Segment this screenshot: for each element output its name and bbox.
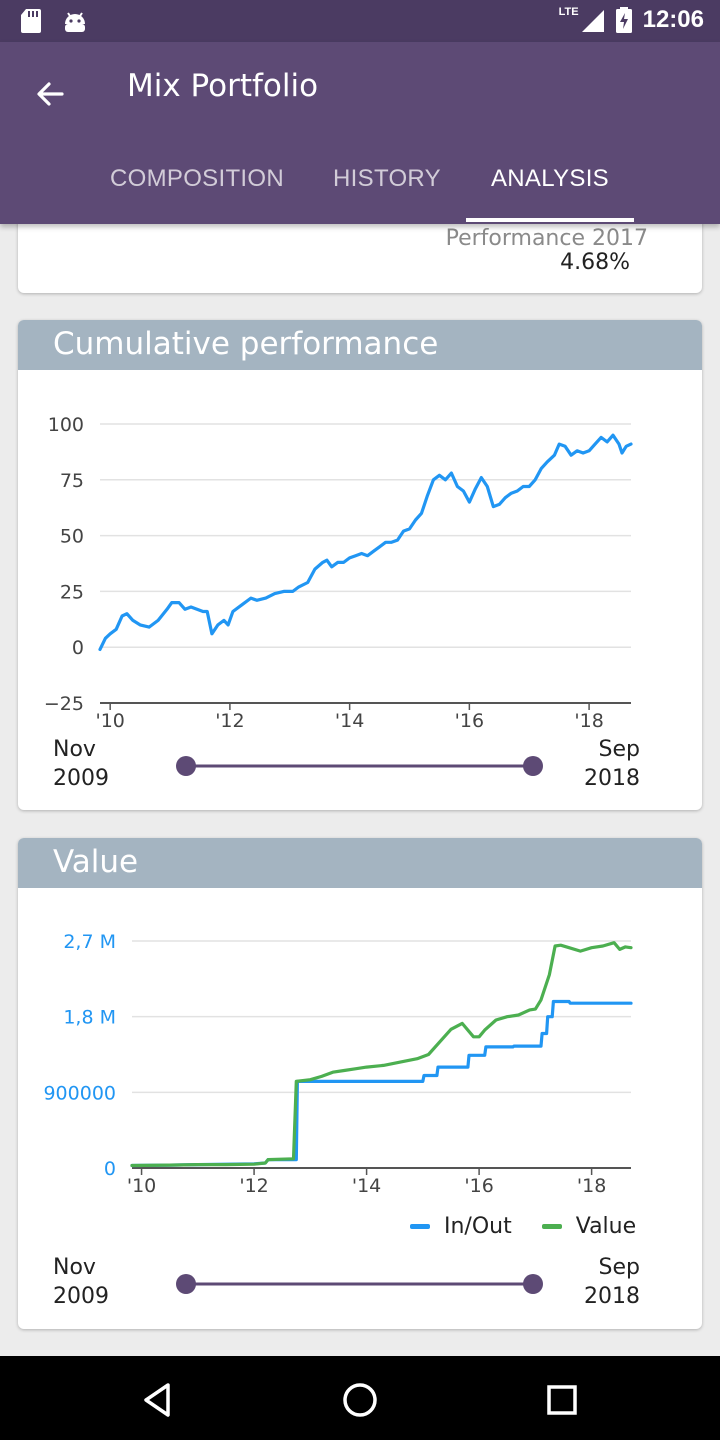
range-start-label: Nov 2009 bbox=[53, 1253, 109, 1311]
back-button[interactable] bbox=[28, 72, 72, 116]
range-start-month: Nov bbox=[53, 737, 96, 762]
x-tick-label: '14 bbox=[352, 1175, 381, 1197]
nav-recents-icon[interactable] bbox=[538, 1376, 586, 1424]
x-tick-label: '18 bbox=[574, 710, 603, 732]
nav-back-icon[interactable] bbox=[134, 1376, 182, 1424]
range-end-handle[interactable] bbox=[523, 1274, 543, 1294]
legend-swatch-value bbox=[541, 1224, 562, 1229]
tab-indicator bbox=[466, 218, 634, 222]
range-start-year: 2009 bbox=[53, 1284, 109, 1309]
series-line-value bbox=[130, 941, 633, 1168]
tab-composition[interactable]: COMPOSITION bbox=[110, 165, 284, 192]
range-end-month: Sep bbox=[598, 737, 640, 762]
tab-history[interactable]: HISTORY bbox=[333, 165, 441, 192]
date-range-slider[interactable] bbox=[173, 751, 573, 781]
y-tick-label: 2,7 M bbox=[63, 931, 116, 953]
android-icon bbox=[65, 12, 85, 32]
range-start-label: Nov 2009 bbox=[53, 735, 109, 793]
series-line-0 bbox=[98, 433, 633, 651]
tab-analysis[interactable]: ANALYSIS bbox=[490, 165, 609, 192]
tab-bar: COMPOSITION HISTORY ANALYSIS bbox=[0, 154, 720, 224]
x-tick-label: '16 bbox=[464, 1175, 493, 1197]
range-start-year: 2009 bbox=[53, 766, 109, 791]
x-tick-label: '16 bbox=[455, 710, 484, 732]
range-start-handle[interactable] bbox=[176, 756, 196, 776]
sd-card-icon bbox=[21, 9, 41, 33]
navigation-bar bbox=[0, 1356, 720, 1440]
y-tick-label: 50 bbox=[60, 526, 84, 548]
cumulative-performance-chart: 100 75 50 25 0 −25 '10 '12 '14 '16 '18 bbox=[44, 414, 633, 732]
x-tick-label: '10 bbox=[95, 710, 124, 732]
legend-swatch-in-out bbox=[410, 1224, 430, 1229]
y-tick-label: 25 bbox=[60, 581, 84, 603]
performance-label: Performance 2017 bbox=[445, 226, 648, 251]
performance-value: 4.68% bbox=[560, 250, 630, 275]
arrow-back-icon bbox=[37, 82, 64, 106]
range-end-label: Sep 2018 bbox=[584, 1253, 640, 1311]
range-end-label: Sep 2018 bbox=[584, 735, 640, 793]
card-title: Value bbox=[18, 838, 702, 888]
x-tick-label: '18 bbox=[577, 1175, 606, 1197]
range-start-handle[interactable] bbox=[176, 1274, 196, 1294]
range-start-month: Nov bbox=[53, 1255, 96, 1280]
legend-label-value: Value bbox=[575, 1214, 637, 1239]
network-type-label: LTE bbox=[558, 6, 579, 18]
legend-label-in-out: In/Out bbox=[444, 1214, 512, 1239]
chart-legend: In/Out Value bbox=[410, 1214, 636, 1239]
range-end-month: Sep bbox=[598, 1255, 640, 1280]
y-tick-label: 0 bbox=[72, 637, 84, 659]
range-end-year: 2018 bbox=[584, 1284, 640, 1309]
y-tick-label: −25 bbox=[44, 693, 84, 715]
range-end-year: 2018 bbox=[584, 766, 640, 791]
range-end-handle[interactable] bbox=[523, 756, 543, 776]
x-tick-label: '12 bbox=[215, 710, 244, 732]
y-tick-label: 75 bbox=[60, 470, 84, 492]
battery-charging-icon bbox=[615, 7, 632, 33]
card-title: Cumulative performance bbox=[18, 320, 702, 370]
status-bar: LTE 12:06 bbox=[0, 0, 720, 42]
x-tick-label: '14 bbox=[335, 710, 364, 732]
value-chart: 2,7 M 1,8 M 900000 0 '10 '12 '14 '16 '18 bbox=[43, 931, 633, 1197]
x-tick-label: '12 bbox=[239, 1175, 268, 1197]
x-tick-label: '10 bbox=[127, 1175, 156, 1197]
y-tick-label: 900000 bbox=[43, 1082, 116, 1104]
date-range-slider[interactable] bbox=[173, 1269, 573, 1299]
cumulative-performance-card: Cumulative performance 100 75 50 25 0 −25 '10 '… bbox=[18, 320, 702, 810]
signal-icon bbox=[581, 10, 604, 32]
clock: 12:06 bbox=[642, 6, 704, 33]
page-title: Mix Portfolio bbox=[127, 68, 319, 104]
value-card: Value 2,7 M 1,8 M 900000 0 '10 '12 '14 '16 '18 I… bbox=[18, 838, 702, 1329]
series-line-in-out bbox=[130, 999, 633, 1168]
app-bar: Mix Portfolio COMPOSITION HISTORY ANALYS… bbox=[0, 42, 720, 224]
y-tick-label: 1,8 M bbox=[63, 1007, 116, 1029]
y-tick-label: 100 bbox=[48, 414, 84, 436]
nav-home-icon[interactable] bbox=[336, 1376, 384, 1424]
y-tick-label: 0 bbox=[104, 1158, 116, 1180]
